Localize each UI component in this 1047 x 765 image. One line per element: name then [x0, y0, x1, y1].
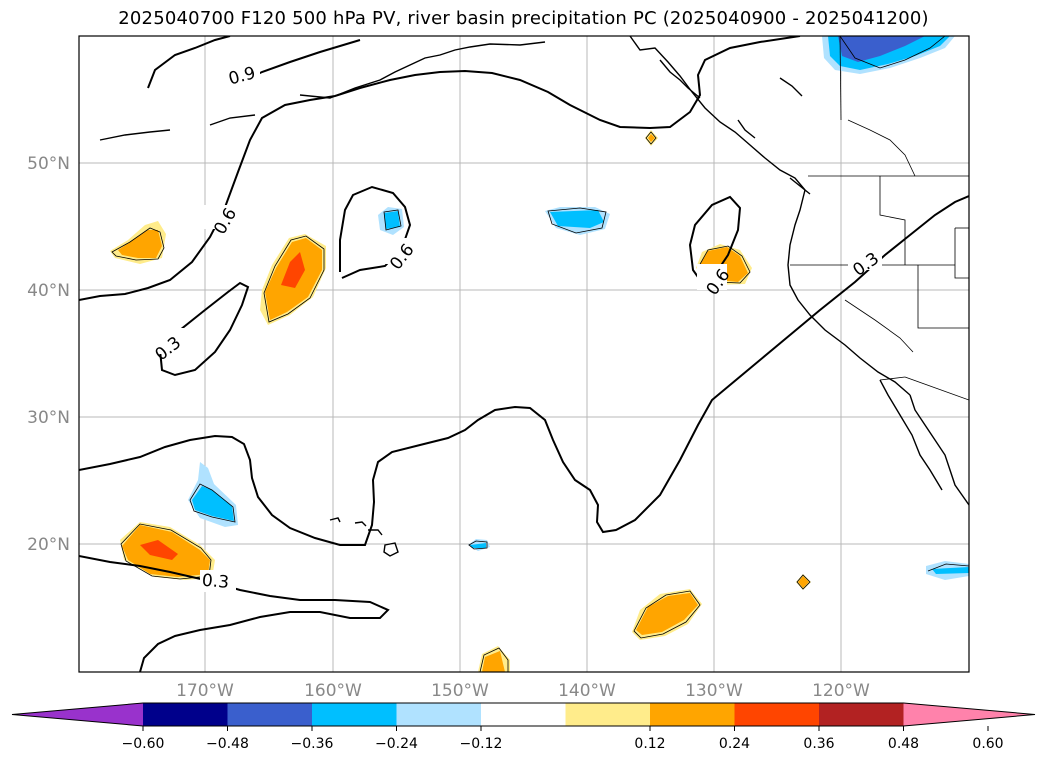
pv-contour-0.3 — [158, 281, 250, 377]
lon-label-140w: 140°W — [558, 681, 616, 701]
positive-anomaly — [281, 252, 305, 288]
colorbar-segment — [396, 703, 482, 726]
colorbar-segment — [481, 703, 566, 726]
positive-anomaly — [636, 593, 698, 635]
map-area — [79, 36, 969, 672]
colorbar-tick-label: −0.24 — [375, 736, 418, 752]
pv-contour-0.6 — [688, 195, 742, 288]
lat-label-40n: 40°N — [27, 281, 70, 301]
lat-label-50n: 50°N — [27, 154, 70, 174]
pv-contour-0.6 — [339, 185, 412, 279]
positive-anomaly — [798, 576, 809, 588]
colorbar-segment — [312, 703, 397, 726]
positive-anomaly — [482, 651, 505, 672]
colorbar-segment — [143, 703, 228, 726]
latitude-labels: 50°N 40°N 30°N 20°N — [27, 154, 70, 555]
lon-label-150w: 150°W — [431, 681, 489, 701]
negative-anomaly — [932, 567, 969, 574]
colorbar-tick-label: 0.60 — [972, 736, 1003, 752]
lon-label-120w: 120°W — [812, 681, 870, 701]
colorbar-tick-label: 0.48 — [888, 736, 919, 752]
positive-anomaly — [118, 230, 162, 258]
pv-contour-0.9 — [147, 36, 231, 89]
map-frame — [78, 35, 970, 673]
negative-anomaly — [550, 210, 604, 228]
colorbar-tick-label: 0.36 — [803, 736, 834, 752]
precip-shading — [110, 36, 969, 672]
colorbar-tick-label: −0.36 — [291, 736, 334, 752]
colorbar: −0.60 −0.48 −0.36 −0.24 −0.12 0.12 0.24 0.36 0.4… — [11, 702, 1036, 752]
contour-label-0.3: 0.3 — [201, 571, 230, 593]
colorbar-tick-label: −0.48 — [206, 736, 249, 752]
positive-anomaly — [140, 540, 178, 560]
colorbar-extend-high — [903, 703, 1035, 726]
colorbar-tick-label: −0.60 — [122, 736, 165, 752]
lon-label-160w: 160°W — [304, 681, 362, 701]
map-title: 2025040700 F120 500 hPa PV, river basin … — [118, 8, 929, 29]
pv-contour-0.3 — [79, 555, 390, 672]
lon-label-130w: 130°W — [685, 681, 743, 701]
colorbar-segment — [819, 703, 904, 726]
positive-anomaly — [648, 134, 655, 142]
coastlines — [99, 36, 969, 557]
colorbar-segment — [227, 703, 313, 726]
political-borders — [790, 36, 969, 401]
pv-contour-0.6 — [79, 36, 801, 301]
colorbar-extend-low — [12, 703, 143, 726]
gridlines — [79, 36, 969, 672]
precip-outlines — [111, 36, 969, 672]
colorbar-tick-label: −0.12 — [460, 736, 503, 752]
negative-anomaly — [838, 36, 925, 62]
colorbar-segment — [565, 703, 651, 726]
colorbar-segment — [734, 703, 820, 726]
negative-anomaly — [384, 211, 400, 229]
pv-contours — [79, 36, 969, 672]
pv-contour-0.3 — [79, 195, 969, 546]
lat-label-20n: 20°N — [27, 535, 70, 555]
colorbar-segment — [650, 703, 735, 726]
negative-anomaly — [192, 486, 234, 521]
colorbar-tick-label: 0.12 — [634, 736, 665, 752]
negative-anomaly — [470, 543, 486, 548]
lon-label-170w: 170°W — [176, 681, 234, 701]
colorbar-tick-label: 0.24 — [719, 736, 750, 752]
longitude-labels: 170°W 160°W 150°W 140°W 130°W 120°W — [176, 681, 870, 701]
lat-label-30n: 30°N — [27, 408, 70, 428]
